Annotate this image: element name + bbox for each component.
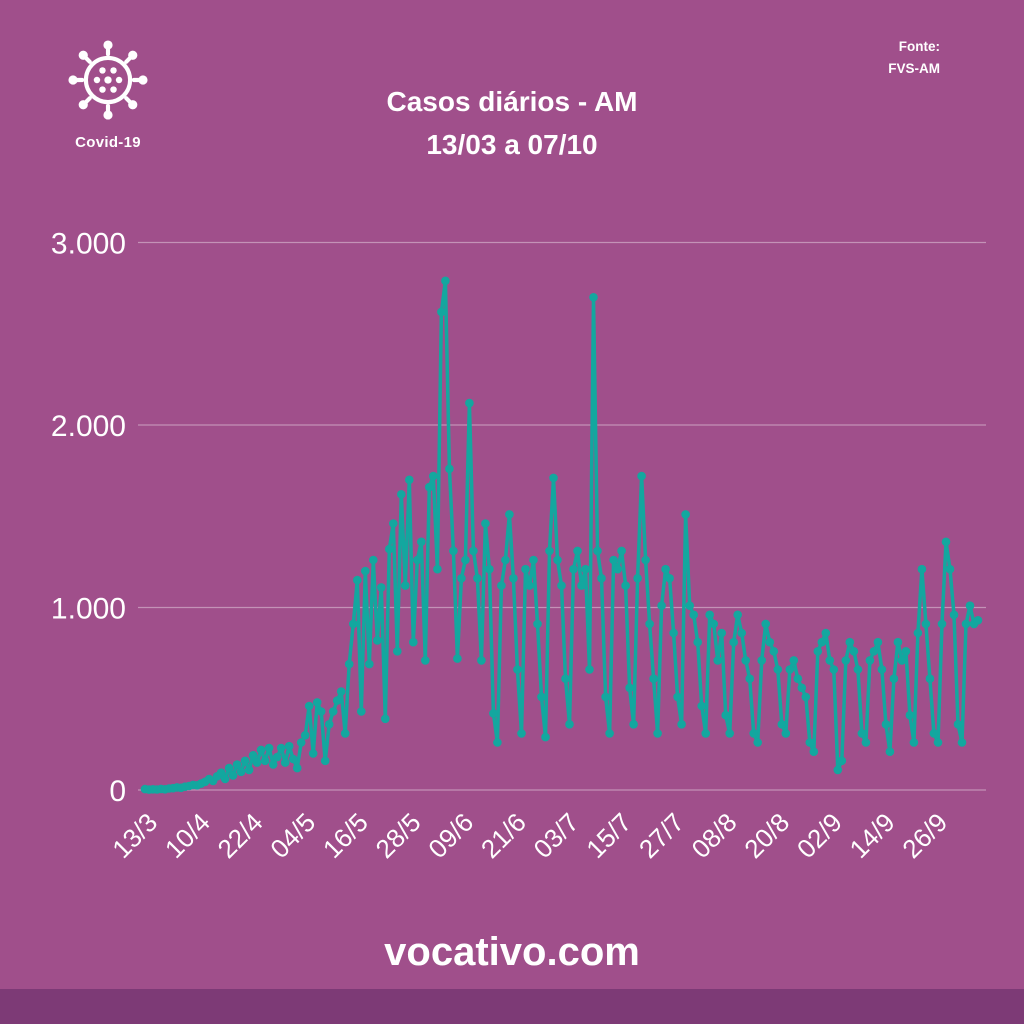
- bottom-bar: [0, 989, 1024, 1024]
- svg-text:04/5: 04/5: [264, 807, 321, 864]
- brand-label: Covid-19: [75, 134, 141, 151]
- svg-text:08/8: 08/8: [686, 807, 743, 864]
- svg-text:13/3: 13/3: [106, 807, 163, 864]
- svg-text:03/7: 03/7: [528, 807, 585, 864]
- svg-text:15/7: 15/7: [580, 807, 637, 864]
- svg-text:21/6: 21/6: [475, 807, 532, 864]
- svg-text:10/4: 10/4: [159, 807, 216, 864]
- virus-icon: [68, 40, 148, 120]
- chart-title-line2: 13/03 a 07/10: [426, 129, 598, 161]
- chart-title: Casos diários - AM 13/03 a 07/10: [0, 80, 1024, 167]
- source-value: FVS-AM: [888, 60, 940, 76]
- source-note: Fonte: FVS-AM: [888, 36, 940, 79]
- svg-text:14/9: 14/9: [844, 807, 901, 864]
- svg-text:0: 0: [109, 775, 126, 808]
- svg-text:16/5: 16/5: [317, 807, 374, 864]
- svg-text:26/9: 26/9: [896, 807, 953, 864]
- svg-text:1.000: 1.000: [51, 593, 126, 626]
- svg-text:02/9: 02/9: [791, 807, 848, 864]
- svg-text:28/5: 28/5: [370, 807, 427, 864]
- website-footer: vocativo.com: [384, 930, 640, 974]
- svg-text:27/7: 27/7: [633, 807, 690, 864]
- svg-text:20/8: 20/8: [738, 807, 795, 864]
- svg-text:22/4: 22/4: [212, 807, 269, 864]
- svg-text:2.000: 2.000: [51, 410, 126, 443]
- source-label: Fonte:: [898, 39, 940, 54]
- brand: Covid-19: [48, 34, 168, 151]
- svg-text:09/6: 09/6: [422, 807, 479, 864]
- svg-text:3.000: 3.000: [51, 228, 126, 261]
- chart-title-line1: Casos diários - AM: [386, 86, 638, 117]
